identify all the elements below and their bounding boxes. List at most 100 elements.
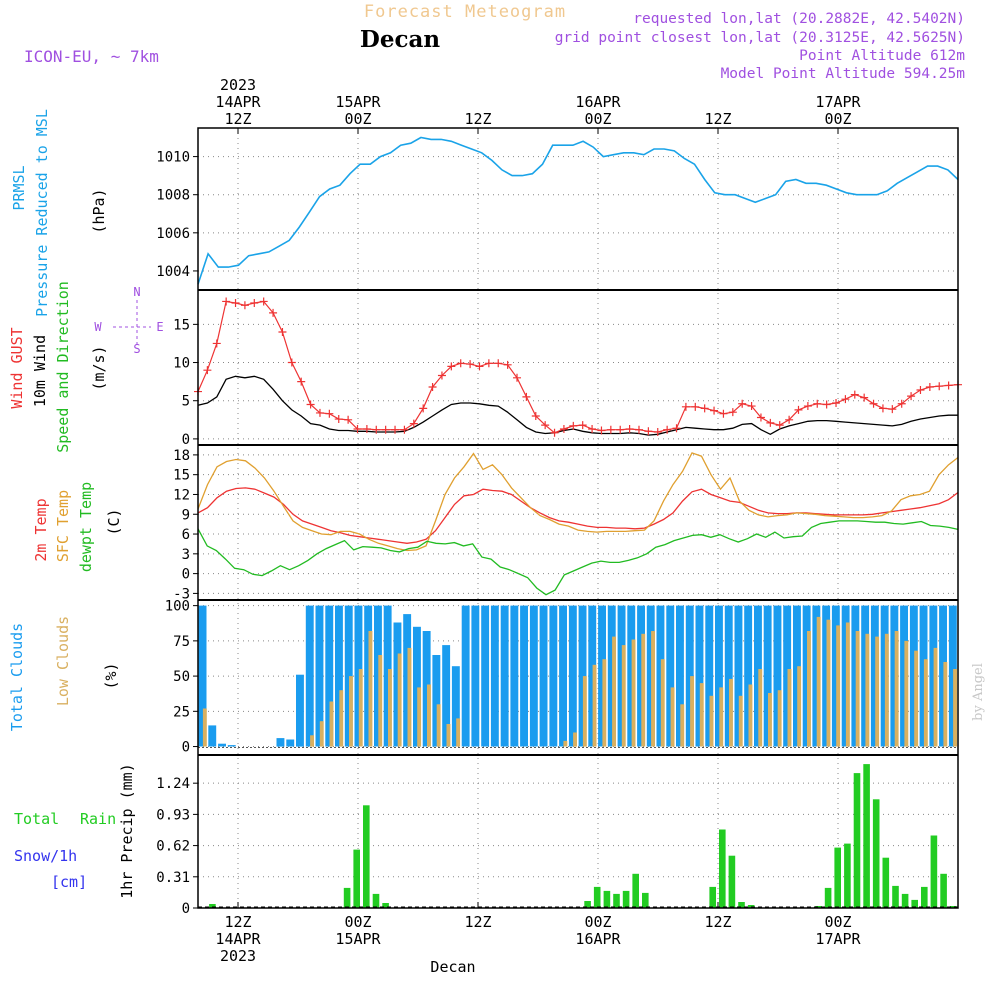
gust-marker: [409, 419, 418, 428]
pressure-label-long: Pressure Reduced to MSL: [33, 109, 51, 317]
low-cloud-bar: [699, 683, 704, 747]
compass-rose: N W E S: [94, 285, 163, 356]
rain-bar: [853, 773, 861, 908]
total-cloud-bar: [227, 745, 236, 747]
rain-bar: [728, 855, 736, 908]
rain-bar: [209, 904, 216, 908]
total-cloud-bar: [198, 605, 207, 747]
bottom-time-label: 00Z: [824, 913, 851, 931]
low-cloud-bar: [816, 616, 821, 747]
total-cloud-bar: [734, 605, 743, 747]
low-cloud-bar: [573, 732, 577, 747]
total-cloud-bar: [773, 605, 782, 747]
gust-marker: [522, 392, 531, 401]
total-cloud-bar: [851, 605, 860, 747]
top-time-label: 14APR: [215, 93, 261, 111]
total-cloud-bar: [364, 605, 373, 747]
plot-frame: [197, 127, 959, 909]
compass-n: N: [133, 285, 140, 299]
low-cloud-bar: [378, 655, 383, 747]
total-cloud-bar: [559, 605, 567, 747]
compass-w: W: [94, 320, 102, 334]
y-tick-label: 0: [182, 901, 190, 917]
low-cloud-bar: [582, 676, 587, 747]
y-tick-label: 1010: [156, 150, 190, 166]
low-cloud-bar: [660, 659, 665, 747]
total-cloud-bar: [705, 605, 714, 747]
total-cloud-bar: [588, 605, 597, 747]
total-cloud-bar: [549, 605, 558, 747]
wind-label: 10m Wind: [31, 335, 49, 407]
gust-marker: [203, 366, 212, 375]
gust-marker: [588, 424, 597, 433]
rain-bar: [719, 829, 726, 908]
y-tick-label: 9: [182, 507, 190, 523]
gust-marker: [381, 425, 390, 434]
low-cloud-bar: [807, 631, 811, 747]
footer-location: Decan: [430, 958, 475, 976]
bottom-time-label: 00Z: [344, 913, 371, 931]
low-cloud-bar: [884, 633, 889, 747]
total-cloud-bar: [296, 674, 304, 747]
y-tick-label: 50: [173, 669, 190, 685]
total-cloud-bar: [900, 605, 908, 747]
low-cloud-bar: [943, 662, 948, 747]
gust-marker: [353, 424, 362, 433]
low-cloud-bar: [894, 631, 899, 747]
low-cloud-bar: [836, 625, 841, 747]
y-tick-label: 1004: [156, 264, 190, 280]
gust-marker: [850, 390, 859, 399]
gust-marker: [297, 377, 306, 386]
total-cloud-bar: [948, 605, 957, 747]
gust-marker: [663, 425, 672, 434]
gust-marker: [935, 382, 944, 391]
gust-marker: [841, 395, 850, 404]
y-tick-label: 75: [173, 634, 190, 650]
low-cloud-bar: [641, 633, 646, 747]
rain-bar: [372, 893, 380, 908]
low-cloud-bar: [855, 631, 860, 747]
y-tick-label: 15: [173, 468, 190, 484]
rain-bar: [642, 892, 649, 908]
low-cloud-bar: [651, 631, 655, 747]
gust-marker: [484, 359, 493, 368]
gust-marker: [878, 404, 887, 413]
rain-bar: [709, 886, 716, 908]
rain-bar: [892, 885, 899, 908]
low-cloud-bar: [748, 684, 753, 747]
bottom-time-label: 12Z: [224, 913, 251, 931]
temperature-panel: -3 0 3 6 9 12 15 18: [173, 448, 958, 602]
y-tick-label: 100: [165, 599, 190, 615]
total-cloud-bar: [831, 605, 840, 747]
snow-unit-label: [cm]: [51, 873, 87, 891]
total-cloud-bar: [403, 614, 412, 747]
total-cloud-bar: [315, 605, 324, 747]
low-cloud-bar: [339, 690, 344, 747]
y-tick-label: 1008: [156, 188, 190, 204]
gust-marker: [278, 327, 287, 336]
pressure-label: PRMSL: [10, 165, 28, 210]
product-title: Forecast Meteogram: [364, 2, 566, 22]
gust-marker: [315, 408, 324, 417]
total-cloud-bar: [627, 605, 636, 747]
wind-unit: (m/s): [90, 345, 108, 390]
low-cloud-bar: [933, 647, 938, 747]
gust-marker: [550, 428, 559, 437]
low-cloud-bar: [349, 676, 353, 747]
total-cloud-bar: [335, 605, 343, 747]
low-cloud-bar: [310, 735, 314, 747]
total-cloud-bar: [685, 605, 694, 747]
rain-bar: [921, 886, 928, 908]
y-tick-label: 0: [182, 740, 190, 756]
y-tick-label: 5: [182, 394, 190, 410]
gust-marker: [400, 425, 409, 434]
total-cloud-bar: [286, 739, 295, 747]
total-cloud-bar: [325, 605, 334, 747]
rain-bar: [632, 873, 639, 908]
bottom-time-label: 00Z: [584, 913, 611, 931]
gust-marker: [691, 402, 700, 411]
y-tick-label: 10: [173, 356, 190, 372]
sfc-temp-line: [197, 452, 959, 552]
gust-marker: [503, 360, 512, 369]
gust-marker: [475, 362, 484, 371]
